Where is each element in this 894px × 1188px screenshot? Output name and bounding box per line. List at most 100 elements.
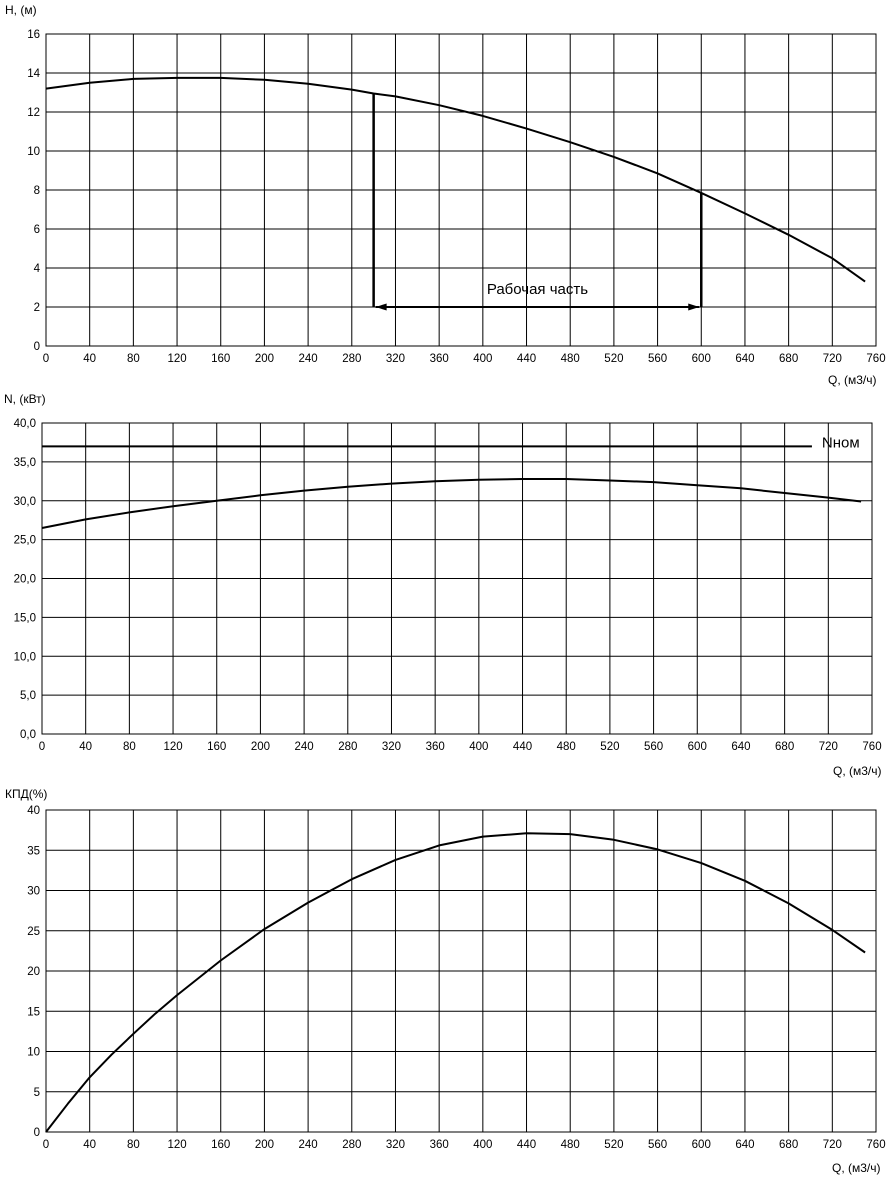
- x-tick-label: 560: [648, 1139, 667, 1151]
- chart-1: 0 40 80 120 160 200 240 280 320 360 400 440 480 520 56…: [5, 3, 886, 387]
- x-tick-label: 120: [167, 353, 186, 365]
- x-tick-label: 680: [779, 1139, 798, 1151]
- x-tick-label: 80: [127, 1139, 140, 1151]
- x-tick-label: 0: [39, 741, 45, 753]
- chart-3: 0 40 80 120 160 200 240 280 320 360 400 440 480 520 56…: [5, 787, 886, 1175]
- y-tick-label: 20: [27, 966, 40, 978]
- x-tick-label: 40: [79, 741, 92, 753]
- series-line: [45, 832, 866, 1133]
- y-tick-label: 20,0: [14, 574, 36, 586]
- y-tick-label: 0: [34, 1127, 40, 1139]
- chart-2: 0 40 80 120 160 200 240 280 320 360 400 440 480 520 56…: [4, 392, 882, 778]
- x-tick-label: 320: [386, 1139, 405, 1151]
- y-tick-label: 16: [27, 29, 40, 41]
- x-tick-label: 520: [604, 353, 623, 365]
- x-tick-label: 360: [426, 741, 445, 753]
- x-tick-label: 600: [688, 741, 707, 753]
- x-tick-label: 640: [731, 741, 750, 753]
- x-tick-label: 400: [469, 741, 488, 753]
- x-tick-label: 360: [430, 1139, 449, 1151]
- x-tick-label: 600: [692, 353, 711, 365]
- x-tick-label: 720: [823, 353, 842, 365]
- working-range-arrow-right: [688, 303, 700, 311]
- x-tick-label: 280: [338, 741, 357, 753]
- y-tick-label: 12: [27, 107, 40, 119]
- y-axis-label: H, (м): [5, 3, 37, 17]
- x-tick-label: 160: [211, 1139, 230, 1151]
- y-tick-label: 8: [34, 185, 40, 197]
- x-tick-label: 200: [255, 1139, 274, 1151]
- x-tick-label: 360: [430, 353, 449, 365]
- x-tick-label: 480: [557, 741, 576, 753]
- x-tick-label: 40: [83, 1139, 96, 1151]
- x-tick-label: 440: [517, 353, 536, 365]
- series-line: [41, 478, 862, 529]
- y-tick-label: 5: [34, 1087, 40, 1099]
- x-tick-label: 40: [83, 353, 96, 365]
- series-line: [45, 76, 866, 283]
- x-tick-label: 0: [43, 353, 49, 365]
- plot-frame: [41, 422, 873, 735]
- x-tick-label: 440: [517, 1139, 536, 1151]
- y-tick-label: 0,0: [20, 729, 36, 741]
- x-tick-label: 440: [513, 741, 532, 753]
- y-tick-label: 10: [27, 1047, 40, 1059]
- y-tick-label: 0: [34, 341, 40, 353]
- working-range-label: Рабочая часть: [487, 281, 588, 298]
- x-tick-label: 80: [127, 353, 140, 365]
- x-tick-label: 680: [779, 353, 798, 365]
- y-tick-label: 2: [34, 302, 40, 314]
- x-tick-label: 200: [251, 741, 270, 753]
- x-axis-label: Q, (м3/ч): [828, 373, 877, 387]
- y-tick-label: 30: [27, 886, 40, 898]
- y-tick-label: 40,0: [14, 418, 36, 430]
- y-tick-label: 10,0: [14, 651, 36, 663]
- plot-frame: [45, 33, 877, 347]
- x-tick-label: 480: [561, 1139, 580, 1151]
- y-tick-label: 35: [27, 845, 40, 857]
- plot-frame: [45, 809, 877, 1133]
- x-tick-label: 160: [207, 741, 226, 753]
- y-tick-label: 25,0: [14, 535, 36, 547]
- y-tick-label: 10: [27, 146, 40, 158]
- x-tick-label: 240: [295, 741, 314, 753]
- y-axis-label: N, (кВт): [4, 392, 46, 406]
- x-tick-label: 160: [211, 353, 230, 365]
- x-tick-label: 720: [819, 741, 838, 753]
- x-tick-label: 80: [123, 741, 136, 753]
- x-tick-label: 520: [600, 741, 619, 753]
- x-axis-label: Q, (м3/ч): [833, 764, 882, 778]
- x-tick-label: 640: [735, 1139, 754, 1151]
- x-tick-label: 600: [692, 1139, 711, 1151]
- x-tick-label: 560: [644, 741, 663, 753]
- x-tick-label: 200: [255, 353, 274, 365]
- x-tick-label: 480: [561, 353, 580, 365]
- nominal-power-label: Nном: [822, 434, 860, 451]
- working-range-arrow-left: [375, 303, 387, 311]
- x-tick-label: 280: [342, 353, 361, 365]
- x-tick-label: 560: [648, 353, 667, 365]
- y-tick-label: 4: [34, 263, 41, 275]
- y-tick-label: 35,0: [14, 457, 36, 469]
- x-tick-label: 680: [775, 741, 794, 753]
- x-tick-label: 640: [735, 353, 754, 365]
- x-tick-label: 400: [473, 1139, 492, 1151]
- y-tick-label: 15: [27, 1006, 40, 1018]
- x-tick-label: 120: [167, 1139, 186, 1151]
- y-axis-label: КПД(%): [5, 787, 47, 801]
- y-tick-label: 25: [27, 926, 40, 938]
- x-tick-label: 320: [382, 741, 401, 753]
- y-tick-label: 30,0: [14, 496, 36, 508]
- y-tick-label: 14: [27, 68, 40, 80]
- y-tick-label: 15,0: [14, 612, 36, 624]
- x-tick-label: 760: [866, 1139, 885, 1151]
- x-tick-label: 320: [386, 353, 405, 365]
- x-tick-label: 760: [862, 741, 881, 753]
- x-tick-label: 240: [299, 353, 318, 365]
- x-axis-label: Q, (м3/ч): [832, 1161, 881, 1175]
- y-tick-label: 5,0: [20, 690, 36, 702]
- x-tick-label: 720: [823, 1139, 842, 1151]
- x-tick-label: 0: [43, 1139, 49, 1151]
- x-tick-label: 760: [866, 353, 885, 365]
- x-tick-label: 120: [163, 741, 182, 753]
